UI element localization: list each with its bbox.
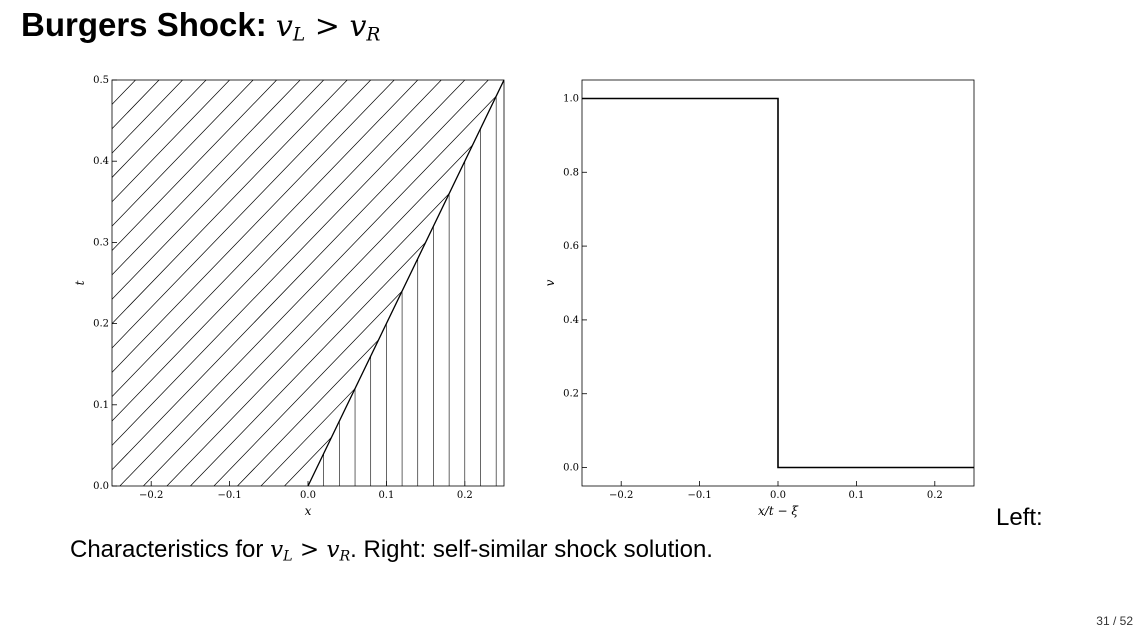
left-chart-x-axis-label: x (305, 504, 312, 518)
left-characteristic-line (213, 290, 403, 486)
left-label: Left: (996, 504, 1043, 531)
left-characteristic-line (190, 242, 426, 486)
left-characteristic-line (112, 80, 466, 446)
left-chart-x-tick-label: 0.1 (378, 490, 394, 501)
right-chart-frame (581, 79, 975, 487)
characteristics-chart: −0.2 −0.1 0.0 0.1 0.2 0.0 0.1 0.2 0.3 0.4 0.5 x t (73, 75, 505, 518)
left-chart-y-tick-label: 0.1 (93, 400, 109, 411)
right-chart-y-tick-label: 0.4 (563, 315, 579, 326)
left-characteristic-line (237, 339, 379, 486)
caption-text: Characteristics for (70, 536, 271, 563)
caption-text-end: . Right: self-similar shock solution. (350, 536, 713, 563)
slide-title-math: vL > vR (275, 9, 381, 46)
math-v: v (326, 537, 340, 563)
right-chart-x-axis-label: x/t − ξ (758, 504, 799, 518)
left-characteristic-line (260, 388, 356, 486)
right-chart-y-tick-label: 0.8 (563, 167, 579, 178)
left-characteristic-line (112, 80, 395, 373)
math-v: v (275, 9, 293, 44)
left-characteristic-line (112, 80, 207, 178)
left-characteristic-line (112, 80, 419, 398)
left-characteristic-line (112, 80, 489, 471)
left-characteristic-line (112, 80, 301, 276)
characteristics-group (112, 80, 504, 486)
left-chart-frame (111, 79, 505, 487)
left-characteristic-line (284, 437, 332, 486)
right-chart-x-tick-label: −0.1 (687, 490, 711, 501)
left-chart-x-tick-label: −0.2 (139, 490, 163, 501)
left-chart-y-tick-label: 0.4 (93, 156, 109, 167)
solution-series-line (582, 97, 974, 469)
page-number: 31 / 52 (1096, 614, 1133, 628)
math-v: v (349, 9, 367, 44)
left-characteristic-line (143, 144, 473, 486)
shock-line (307, 80, 504, 486)
caption-math: vL > vR (270, 537, 351, 565)
slide-title: Burgers Shock: vL > vR (21, 6, 380, 46)
left-characteristic-line (112, 80, 254, 227)
left-characteristic-line (112, 80, 442, 422)
left-chart-y-tick-label: 0.3 (93, 237, 109, 248)
left-chart-y-tick-label: 0.5 (93, 75, 109, 86)
right-chart-y-tick-label: 0.0 (563, 463, 579, 474)
left-characteristic-line (112, 80, 183, 154)
left-chart-x-tick-label: 0.0 (300, 490, 316, 501)
right-chart-y-tick-label: 1.0 (563, 93, 579, 104)
left-characteristic-line (112, 80, 371, 349)
right-chart-y-tick-label: 0.2 (563, 389, 579, 400)
right-chart-y-axis-label: v (543, 279, 557, 286)
math-sub-r: R (339, 548, 351, 565)
left-characteristic-line (112, 80, 348, 325)
right-chart-x-tick-label: 0.1 (848, 490, 864, 501)
left-chart-y-tick-label: 0.0 (93, 481, 109, 492)
slide-title-text: Burgers Shock: (21, 6, 276, 43)
left-characteristic-line (119, 95, 497, 486)
math-sub-l: L (292, 24, 306, 46)
math-v: v (270, 537, 284, 563)
left-characteristic-line (112, 80, 324, 300)
right-chart-y-tick-label: 0.6 (563, 241, 579, 252)
math-gt: > (292, 537, 327, 563)
math-sub-l: L (283, 548, 293, 565)
shock-solution-chart: −0.2 −0.1 0.0 0.1 0.2 0.0 0.2 0.4 0.6 0.8 1.0 x/t −… (543, 79, 975, 518)
math-gt: > (305, 9, 350, 44)
left-chart-y-tick-label: 0.2 (93, 319, 109, 330)
right-chart-x-tick-label: 0.0 (770, 490, 786, 501)
right-chart-x-tick-label: −0.2 (609, 490, 633, 501)
left-chart-x-tick-label: 0.2 (457, 490, 473, 501)
right-chart-x-tick-label: 0.2 (927, 490, 943, 501)
left-chart-y-axis-label: t (73, 280, 87, 285)
left-characteristic-line (166, 193, 450, 486)
caption: Characteristics for vL > vR. Right: self… (70, 536, 713, 565)
left-characteristic-line (112, 80, 277, 252)
left-chart-x-tick-label: −0.1 (217, 490, 241, 501)
left-characteristic-line (112, 80, 230, 203)
math-sub-r: R (366, 24, 381, 46)
